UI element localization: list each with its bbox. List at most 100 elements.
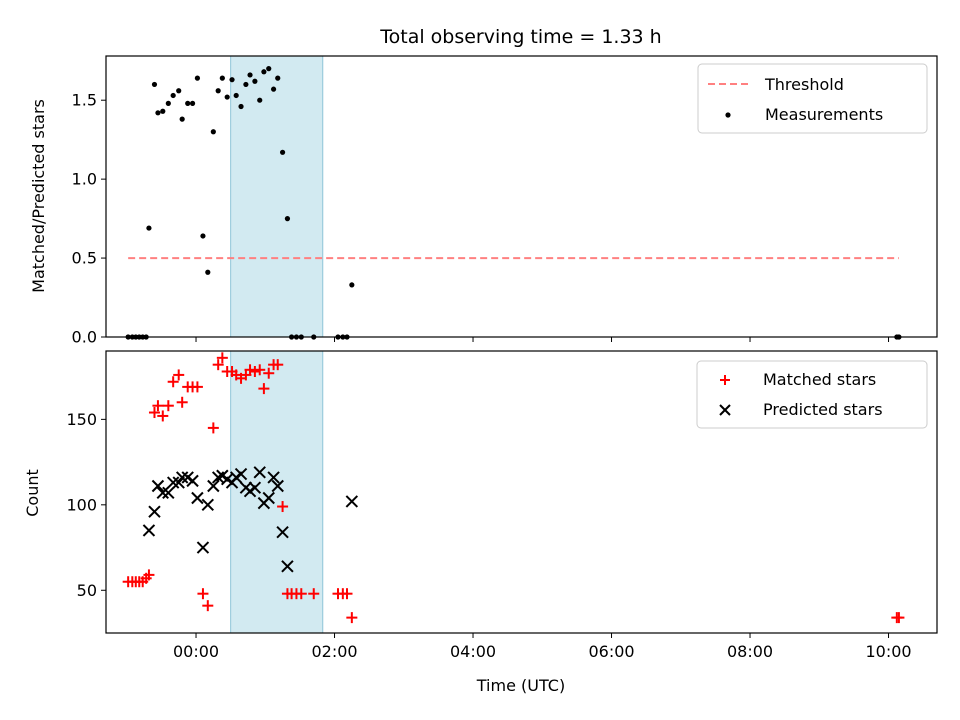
- y-tick-label: 100: [66, 495, 97, 514]
- matched-stars-point: [162, 400, 174, 412]
- top-axes-frame: [105, 55, 938, 338]
- measurement-point: [275, 75, 281, 81]
- legend-matched-swatch: [720, 375, 730, 385]
- y-tick-label: 50: [77, 581, 97, 600]
- y-tick-label: 150: [66, 410, 97, 429]
- predicted-stars-point: [262, 491, 275, 505]
- measurement-point: [238, 103, 244, 110]
- predicted-stars-point: [276, 525, 289, 539]
- counts-layer: [122, 352, 905, 624]
- top-y-axis-label: Matched/Predicted stars: [29, 99, 48, 293]
- measurement-point: [279, 149, 286, 155]
- legend-measurements-label: Measurements: [765, 105, 883, 124]
- measurement-point: [189, 100, 196, 106]
- matched-stars-point: [341, 588, 353, 600]
- matched-stars-point: [173, 369, 185, 381]
- bottom-x-ticks: 00:00 02:00 04:00 06:00 08:00 10:00: [173, 633, 912, 661]
- matched-stars-point: [295, 588, 307, 600]
- measurement-point: [215, 88, 221, 94]
- measurement-point: [165, 100, 171, 106]
- bottom-axes-frame: [105, 350, 938, 634]
- matched-stars-point: [277, 501, 289, 513]
- matched-stars-point: [249, 366, 261, 378]
- measurement-point: [257, 97, 263, 103]
- measurement-point: [205, 269, 211, 275]
- predicted-stars-point: [281, 560, 294, 573]
- legend-matched-label: Matched stars: [763, 370, 876, 389]
- measurement-point: [179, 116, 185, 122]
- measurement-point: [176, 88, 182, 94]
- y-tick-label: 0.5: [72, 249, 97, 268]
- measurement-point: [243, 81, 249, 88]
- legend-measurements-swatch: [725, 112, 731, 118]
- y-tick-label: 1.5: [72, 91, 97, 110]
- matched-stars-point: [207, 422, 219, 434]
- top-x-ticks: [195, 337, 890, 342]
- shaded-observing-window: [230, 55, 324, 338]
- matched-stars-point: [191, 381, 203, 393]
- matched-stars-point: [244, 364, 256, 376]
- predicted-stars-point: [267, 471, 280, 484]
- matched-stars-point: [263, 367, 275, 379]
- y-tick-label: 1.0: [72, 170, 97, 189]
- measurement-point: [233, 92, 239, 99]
- measurement-point: [270, 86, 277, 92]
- bottom-legend-box: [696, 360, 928, 429]
- measurement-point: [219, 75, 225, 81]
- bottom-shaded-interval: [230, 350, 324, 634]
- measurement-point: [224, 94, 230, 100]
- predicted-stars-point: [345, 495, 359, 508]
- chart-title: Total observing time = 1.33 h: [379, 26, 661, 48]
- measurement-point: [210, 129, 216, 135]
- predicted-stars-point: [191, 491, 204, 505]
- x-tick-label: 00:00: [173, 642, 219, 661]
- predicted-stars-point: [166, 476, 180, 489]
- predicted-stars-point: [156, 486, 169, 500]
- measurement-point: [160, 108, 166, 114]
- matched-stars-point: [254, 364, 266, 376]
- legend-predicted-label: Predicted stars: [763, 400, 883, 419]
- x-tick-label: 02:00: [311, 642, 357, 661]
- predicted-stars-point: [148, 505, 161, 518]
- measurement-point: [252, 78, 258, 84]
- matched-stars-point: [167, 376, 179, 388]
- measurement-point: [170, 92, 176, 99]
- predicted-stars-point: [248, 481, 262, 494]
- predicted-stars-point: [186, 474, 199, 488]
- matched-stars-point: [893, 612, 905, 624]
- measurement-point: [200, 233, 206, 239]
- bottom-legend: Matched stars Predicted stars: [696, 360, 928, 429]
- x-tick-label: 08:00: [727, 642, 773, 661]
- predicted-stars-point: [162, 486, 175, 500]
- predicted-stars-point: [234, 467, 248, 481]
- matched-stars-point: [148, 407, 160, 419]
- measurement-point: [261, 69, 267, 75]
- bottom-y-ticks: 50 100 150: [66, 410, 106, 600]
- measurement-point: [194, 75, 201, 81]
- matched-stars-point: [176, 396, 188, 408]
- predicted-stars-point: [253, 466, 266, 479]
- measurement-point: [155, 110, 161, 116]
- bottom-y-axis-label: Count: [23, 469, 42, 517]
- x-tick-label: 10:00: [865, 642, 911, 661]
- matched-stars-point: [346, 612, 358, 624]
- matched-stars-point: [202, 600, 214, 612]
- measurement-point: [349, 282, 355, 288]
- predicted-stars-point: [271, 479, 284, 493]
- predicted-stars-point: [151, 479, 165, 493]
- top-y-ticks: 0.0 0.5 1.0 1.5: [72, 91, 106, 347]
- predicted-stars-point: [196, 541, 210, 554]
- legend-threshold-label: Threshold: [764, 75, 844, 94]
- top-panel: 0.0 0.5 1.0 1.5 Matched/Predicted stars Thr…: [29, 55, 938, 347]
- matched-stars-point: [258, 383, 270, 395]
- measurement-point: [247, 72, 253, 78]
- matched-stars-point: [157, 410, 169, 422]
- matched-stars-point: [212, 359, 224, 371]
- matched-stars-point: [143, 569, 155, 581]
- measurement-point: [146, 225, 152, 231]
- measurement-point: [229, 77, 235, 83]
- x-tick-label: 04:00: [450, 642, 496, 661]
- predicted-stars-point: [201, 498, 215, 512]
